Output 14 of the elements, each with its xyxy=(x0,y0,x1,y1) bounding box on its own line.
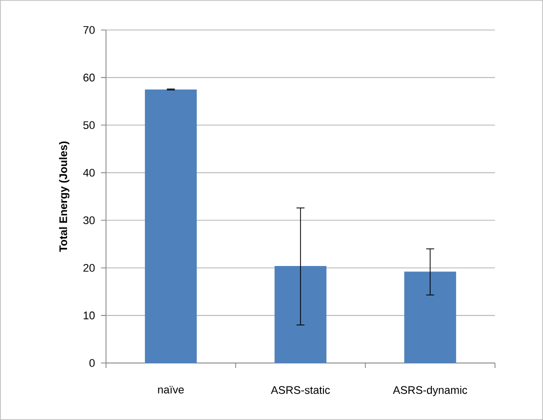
y-tick-label: 0 xyxy=(89,359,95,367)
y-tick-label: 30 xyxy=(83,216,95,224)
y-tick-label: 60 xyxy=(83,74,95,82)
y-tick-label: 70 xyxy=(83,26,95,34)
y-tick-label: 20 xyxy=(83,264,95,272)
bar xyxy=(144,89,197,363)
bar xyxy=(404,272,456,363)
x-tick-label: naïve xyxy=(158,386,184,394)
x-tick-label: ASRS-dynamic xyxy=(392,386,468,396)
x-tick-label: ASRS-static xyxy=(270,386,330,394)
y-tick-label: 10 xyxy=(84,312,95,320)
y-tick-label: 40 xyxy=(83,168,95,177)
y-axis-title: Total Energy (Joules) xyxy=(59,142,70,252)
y-tick-label: 50 xyxy=(83,121,95,130)
